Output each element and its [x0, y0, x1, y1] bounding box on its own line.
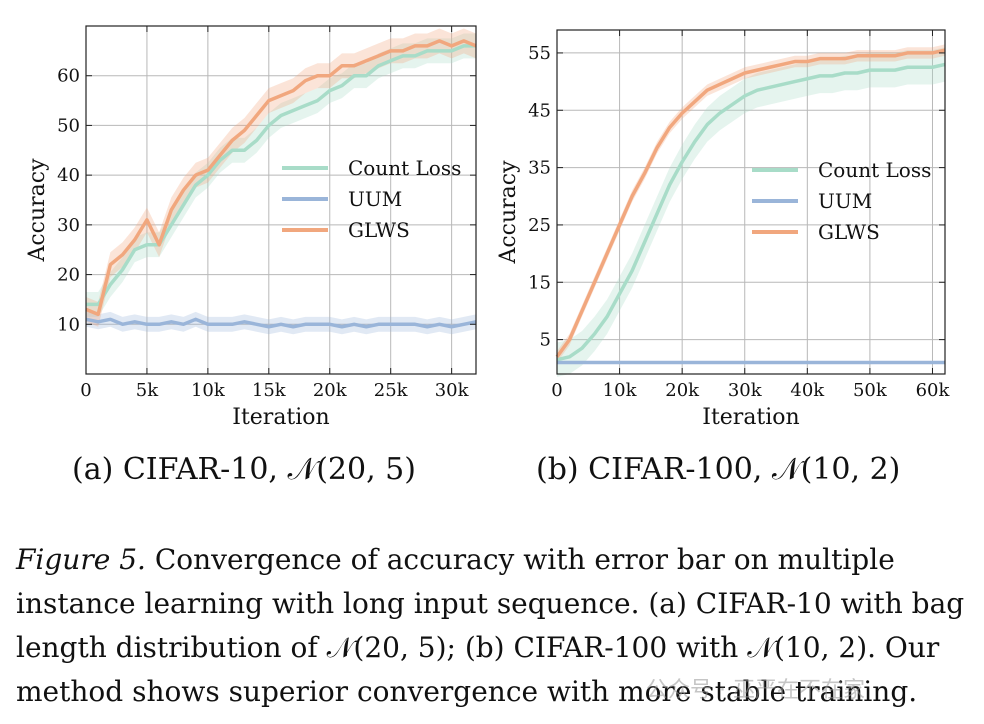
series-line-count-loss [556, 62, 946, 362]
y-tick-label: 35 [528, 158, 551, 179]
x-tick-label: 30k [435, 380, 470, 401]
chart-panel-b: 0 10k 20k 30k 40k 50k 60k 5 15 25 35 45 55 Iteration A… [496, 29, 951, 430]
y-axis-label: Accuracy [25, 158, 50, 263]
legend-label: Count Loss [348, 156, 461, 180]
y-tick-label: 60 [57, 66, 80, 87]
error-band-glws [86, 28, 476, 327]
y-tick-label: 40 [57, 165, 80, 186]
x-tick-label: 15k [252, 380, 287, 401]
legend-label: GLWS [818, 220, 880, 244]
watermark: 公众号 · 巫严在不在家 [646, 678, 865, 703]
legend-label: UUM [818, 189, 872, 213]
y-tick-label: 10 [57, 314, 80, 335]
plot-frame [556, 29, 946, 375]
y-tick-label: 50 [57, 115, 80, 136]
x-tick-label: 60k [916, 380, 951, 401]
subtitle-a: (a) CIFAR-10, 𝒩(20, 5) [72, 452, 416, 487]
x-tick-label: 40k [790, 380, 825, 401]
x-tick-label: 20k [313, 380, 348, 401]
series-line-count-loss [86, 44, 476, 307]
y-tick-label: 5 [540, 330, 551, 351]
legend-label: Count Loss [818, 158, 931, 182]
series-line-glws [85, 39, 477, 317]
x-axis-label: Iteration [232, 405, 329, 430]
y-tick-label: 55 [528, 43, 551, 64]
x-tick-label: 10k [603, 380, 638, 401]
y-tick-label: 45 [528, 100, 551, 121]
series-line-uum [85, 317, 477, 329]
x-tick-label: 0 [551, 380, 562, 401]
x-tick-label: 25k [374, 380, 409, 401]
x-tick-label: 10k [191, 380, 226, 401]
legend-label: GLWS [348, 218, 410, 242]
chart-panel-a: 0 5k 10k 15k 20k 25k 30k 10 20 30 40 50 60 Iteration A… [25, 25, 477, 430]
x-tick-label: 30k [728, 380, 763, 401]
y-tick-label: 15 [528, 272, 551, 293]
error-band-count-loss [86, 33, 476, 317]
figure-canvas: 0 5k 10k 15k 20k 25k 30k102030405060IterationA… [25, 25, 951, 430]
error-band-count-loss [557, 47, 945, 377]
y-tick-label: 25 [528, 215, 551, 236]
caption-text: Convergence of accuracy with error bar o… [16, 543, 965, 708]
figure-caption: Figure 5. Convergence of accuracy with e… [16, 538, 966, 714]
plot-frame [85, 25, 477, 375]
x-tick-label: 5k [136, 380, 159, 401]
y-tick-label: 20 [57, 265, 80, 286]
x-tick-label: 0 [80, 380, 91, 401]
y-axis-label: Accuracy [496, 160, 521, 265]
series-line-glws [555, 48, 946, 358]
x-axis-label: Iteration [702, 405, 799, 430]
x-tick-label: 20k [665, 380, 700, 401]
caption-label: Figure 5. [16, 543, 146, 576]
x-tick-label: 50k [853, 380, 888, 401]
y-tick-label: 30 [57, 215, 80, 236]
legend-label: UUM [348, 187, 402, 211]
subtitle-b: (b) CIFAR-100, 𝒩(10, 2) [536, 452, 901, 487]
